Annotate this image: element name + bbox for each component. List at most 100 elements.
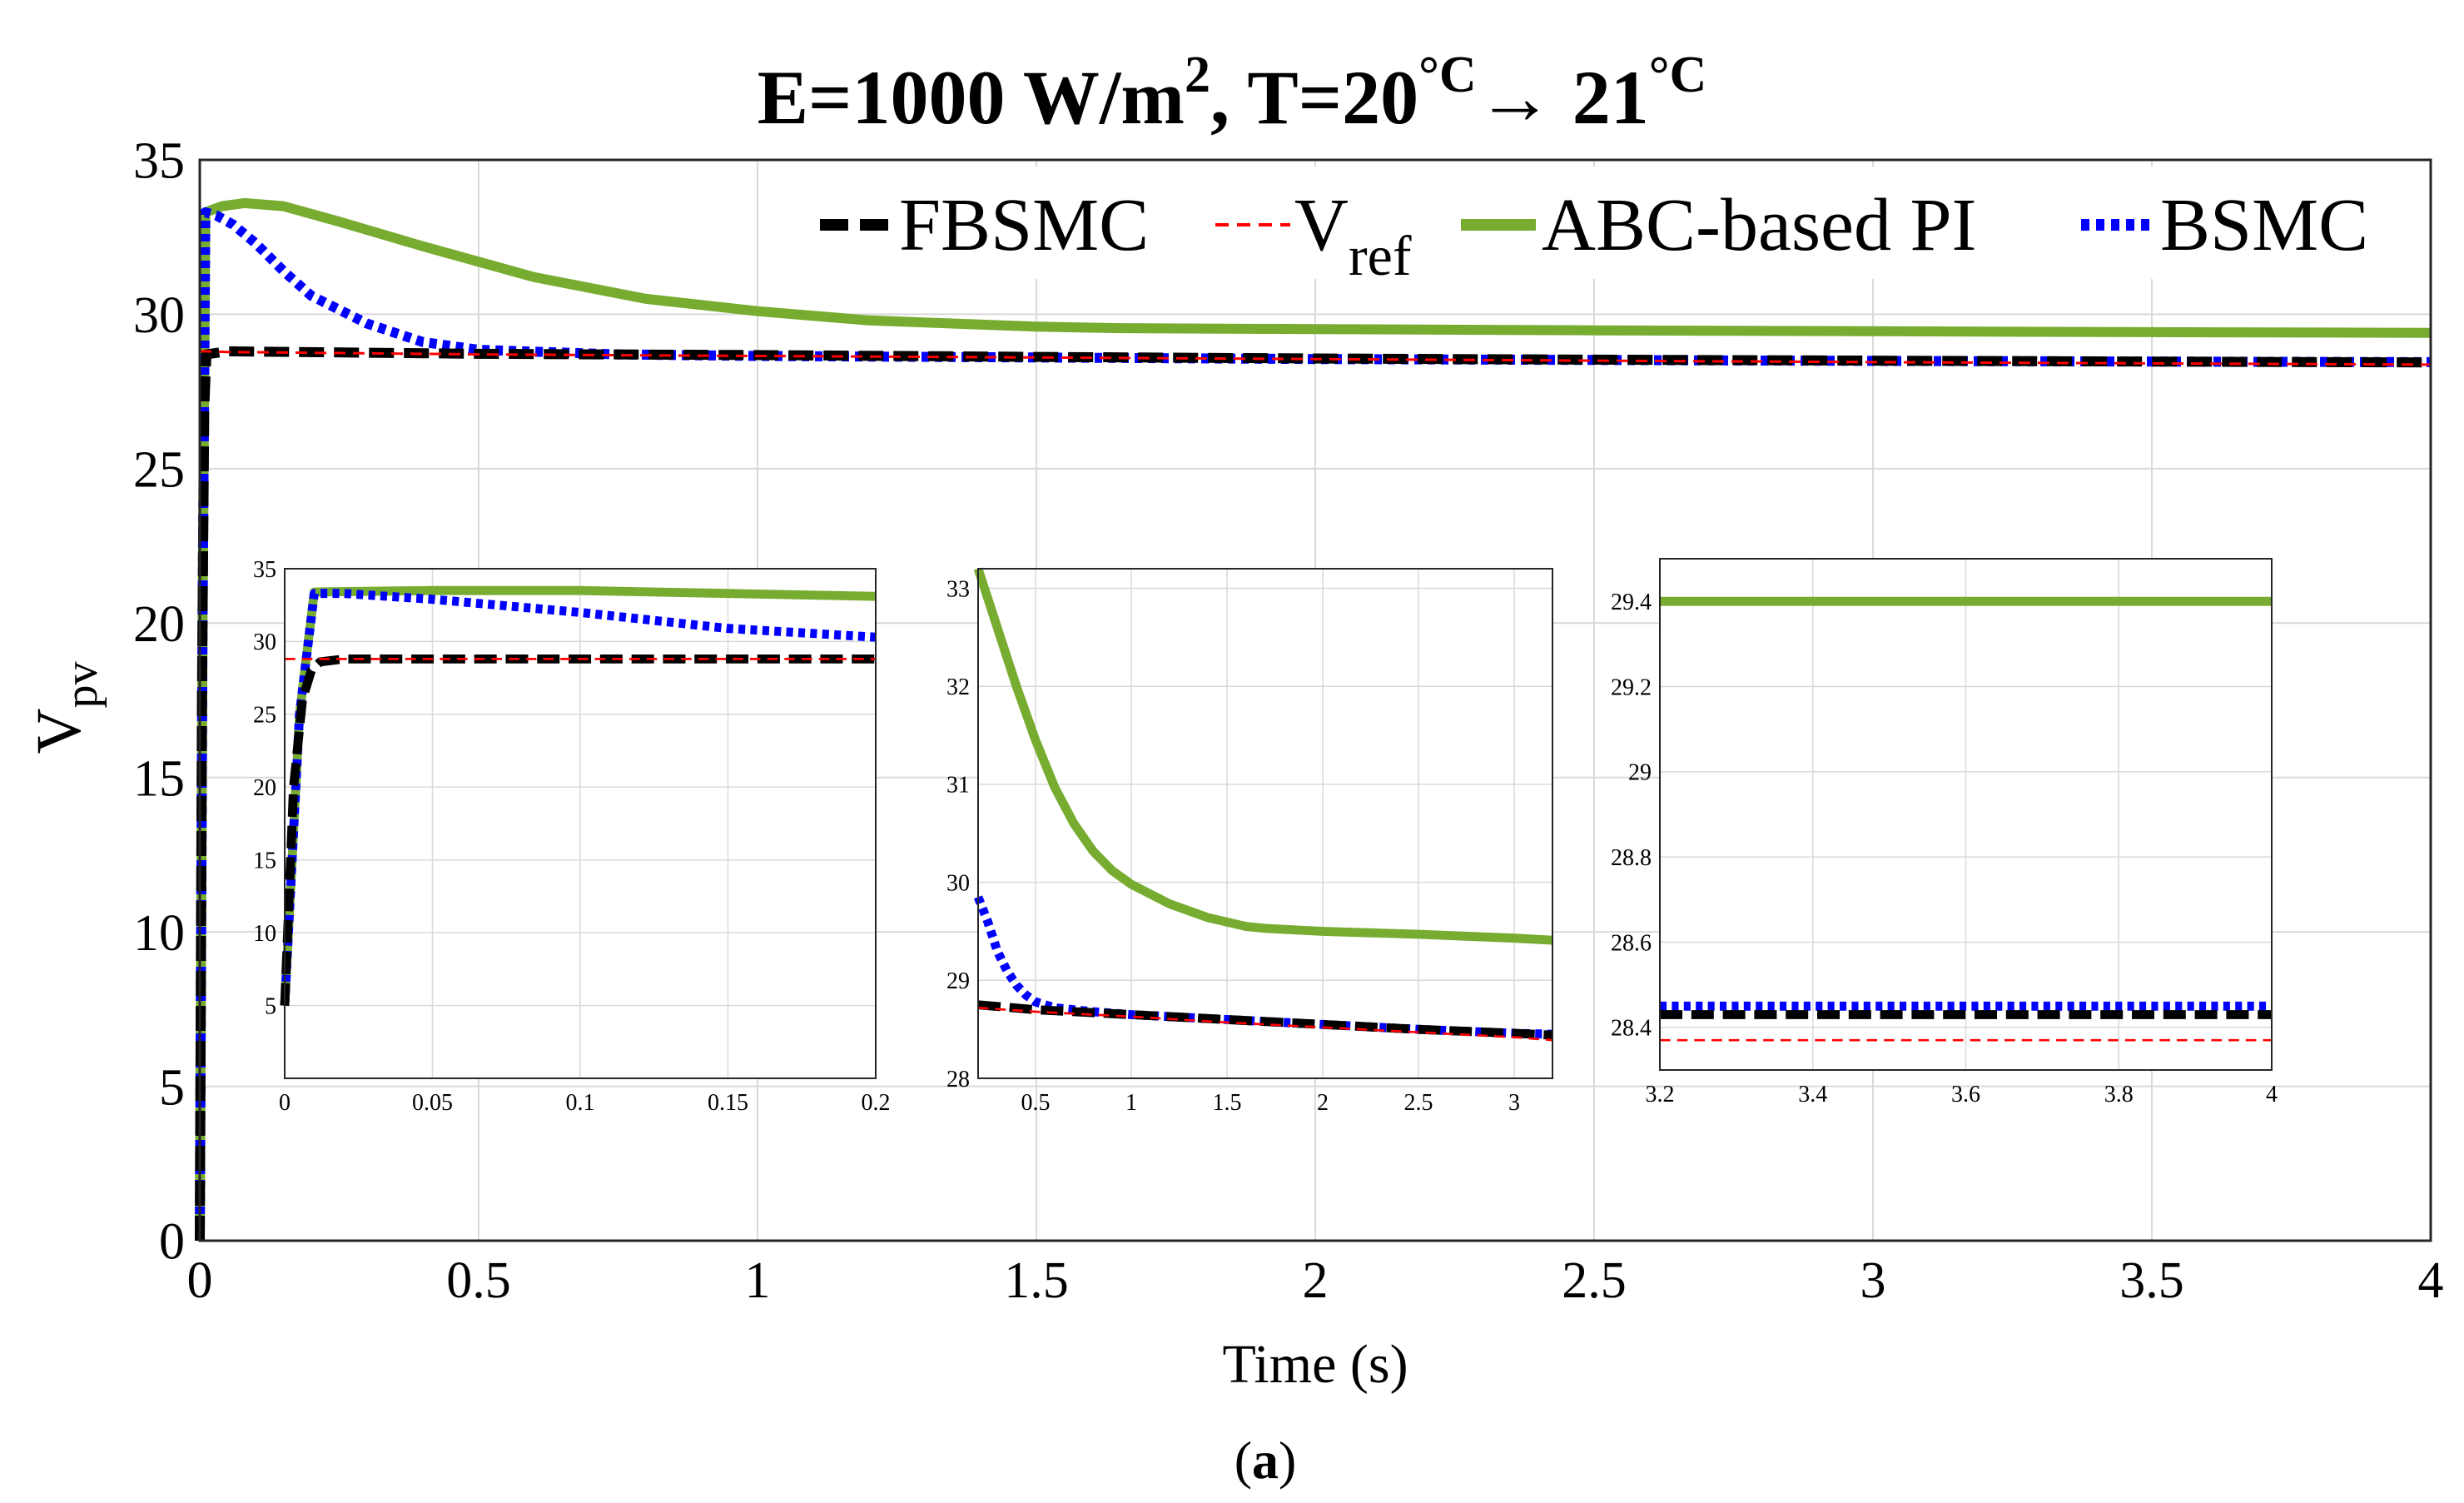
legend-label-abc: ABC-based PI — [1542, 184, 1976, 266]
x-tick-label: 0 — [279, 1090, 291, 1116]
x-tick-label: 4 — [2266, 1082, 2278, 1107]
inset-2: 0.5 1 1.5 2 2.5 3 28 29 30 31 32 33 — [946, 567, 1553, 1116]
y-tick-label: 29 — [946, 968, 970, 994]
main-axes-box — [198, 158, 2432, 1242]
y-tick-label: 5 — [265, 993, 276, 1019]
y-tick-label: 35 — [133, 133, 185, 190]
inset-background — [978, 569, 1552, 1078]
chart-title: E=1000 W/m2, T=20°C→ 21°C — [758, 47, 1707, 140]
inset-tick-labels: 3.2 3.4 3.6 3.8 4 28.4 28.6 28.8 29 29.2 29.4 — [1611, 590, 2278, 1107]
title-unit1: °C — [1418, 47, 1477, 103]
y-axis-label: Vpv — [24, 662, 107, 754]
x-tick-label: 2 — [1317, 1090, 1329, 1116]
y-tick-label: 10 — [133, 905, 185, 962]
series-line-fbsmc — [280, 654, 876, 1006]
x-tick-label: 1.5 — [1213, 1090, 1242, 1116]
x-axis-label: Time (s) — [1222, 1334, 1408, 1395]
inset-axes-box — [1659, 558, 2273, 1071]
x-tick-label: 1.5 — [1004, 1252, 1069, 1309]
series-line-fbsmc — [977, 1000, 1553, 1040]
x-tick-label: 3.5 — [2119, 1252, 2184, 1309]
caption-close: ) — [1279, 1431, 1296, 1490]
y-tick-label: 35 — [253, 557, 276, 583]
y-tick-label: 20 — [133, 596, 185, 653]
main-series-group — [195, 197, 2432, 1242]
y-tick-label: 25 — [253, 703, 276, 729]
inset-axes-box — [284, 568, 877, 1079]
inset-tick-labels: 0.5 1 1.5 2 2.5 3 28 29 30 31 32 33 — [946, 576, 1520, 1116]
inset-axes-box — [977, 568, 1553, 1079]
y-tick-label: 15 — [253, 849, 276, 874]
series-line-vref — [200, 350, 2432, 366]
x-tick-label: 1 — [745, 1252, 771, 1309]
inset-tick-labels: 0 0.05 0.1 0.15 0.2 5 10 15 20 25 30 35 — [253, 557, 891, 1116]
y-tick-label: 28 — [946, 1067, 970, 1092]
inset-3: 3.2 3.4 3.6 3.8 4 28.4 28.6 28.8 29 29.2 29.4 — [1611, 558, 2278, 1107]
y-tick-label: 0 — [159, 1214, 185, 1271]
x-tick-label: 2.5 — [1404, 1090, 1433, 1116]
y-tick-label: 10 — [253, 921, 276, 947]
y-tick-label: 32 — [946, 674, 970, 700]
x-tick-label: 2 — [1303, 1252, 1329, 1309]
x-tick-label: 1 — [1125, 1090, 1137, 1116]
x-tick-label: 2.5 — [1562, 1252, 1627, 1309]
caption-letter: a — [1252, 1431, 1279, 1490]
x-tick-label: 0.05 — [412, 1090, 453, 1116]
y-tick-label: 5 — [159, 1059, 185, 1116]
y-tick-label: 30 — [253, 630, 276, 655]
title-arrow: → 21 — [1477, 55, 1649, 140]
y-tick-label: 28.6 — [1611, 930, 1652, 956]
x-tick-label: 3.2 — [1646, 1082, 1675, 1107]
legend-label-bsmc: BSMC — [2160, 184, 2368, 266]
y-tick-label: 30 — [946, 870, 970, 896]
x-tick-label: 0 — [187, 1252, 213, 1309]
y-tick-label: 29.2 — [1611, 674, 1652, 700]
x-tick-label: 3.8 — [2104, 1082, 2134, 1107]
y-tick-label: 28.4 — [1611, 1016, 1652, 1042]
legend-label-vref: Vref — [1294, 184, 1412, 287]
x-tick-label: 0.2 — [862, 1090, 891, 1116]
series-line-bsmc — [973, 895, 1553, 1039]
y-tick-label: 33 — [946, 576, 970, 602]
legend-label-vref-main: V — [1294, 184, 1349, 266]
y-tick-label: 28.8 — [1611, 845, 1652, 871]
x-tick-label: 4 — [2418, 1252, 2444, 1309]
y-tick-label: 31 — [946, 773, 970, 799]
legend-label-fbsmc: FBSMC — [899, 184, 1149, 266]
y-axis-label-main: V — [24, 708, 94, 754]
x-tick-label: 0.1 — [566, 1090, 595, 1116]
y-axis-label-sub: pv — [56, 662, 107, 709]
x-tick-label: 3 — [1508, 1090, 1520, 1116]
x-tick-label: 3 — [1860, 1252, 1886, 1309]
title-prefix: E=1000 W/m — [758, 55, 1185, 140]
x-tick-label: 3.6 — [1951, 1082, 1980, 1107]
series-line-abc — [195, 197, 2432, 1242]
x-tick-label: 0.5 — [1021, 1090, 1051, 1116]
inset-series-group — [1660, 596, 2272, 1042]
legend-box — [812, 167, 2422, 279]
title-exponent: 2 — [1185, 47, 1210, 103]
y-tick-label: 15 — [133, 750, 185, 807]
y-tick-label: 29 — [1628, 760, 1652, 786]
title-unit2: °C — [1649, 47, 1707, 103]
y-tick-label: 29.4 — [1611, 590, 1652, 615]
series-line-bsmc — [280, 589, 877, 1006]
y-tick-label: 30 — [133, 287, 185, 344]
series-line-abc — [973, 567, 1553, 945]
inset-series-group — [280, 585, 877, 1006]
series-line-vref — [977, 1006, 1553, 1042]
legend: FBSMC Vref ABC-based PI BSMC — [812, 167, 2422, 287]
x-tick-label: 0.15 — [708, 1090, 748, 1116]
x-tick-label: 3.4 — [1798, 1082, 1827, 1107]
legend-label-vref-sub: ref — [1349, 224, 1412, 287]
inset-series-group — [973, 567, 1553, 1042]
figure-caption: (a) — [1234, 1431, 1297, 1490]
title-mid: , T=20 — [1210, 55, 1418, 140]
y-tick-label: 25 — [133, 442, 185, 499]
x-tick-label: 0.5 — [446, 1252, 511, 1309]
caption-open: ( — [1234, 1431, 1252, 1490]
inset-1: 0 0.05 0.1 0.15 0.2 5 10 15 20 25 30 35 — [253, 557, 891, 1116]
y-tick-label: 20 — [253, 775, 276, 801]
